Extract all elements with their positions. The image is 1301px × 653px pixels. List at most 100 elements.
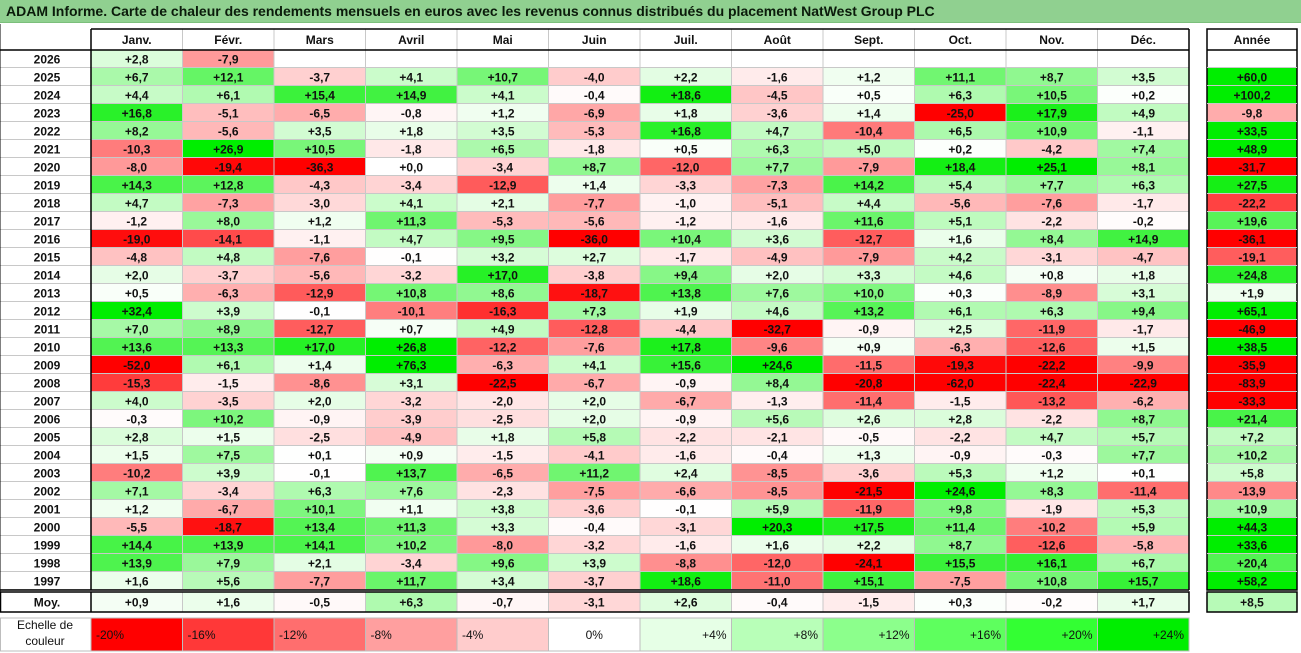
cell-value: -3,4 xyxy=(492,161,513,175)
cell-value: -18,7 xyxy=(215,521,243,535)
cell-value: -1,7 xyxy=(1133,197,1154,211)
heatmap-cell xyxy=(365,518,457,536)
heatmap-cell xyxy=(1097,446,1189,464)
cell-value: +8,6 xyxy=(491,287,515,301)
heatmap-cell xyxy=(548,410,640,428)
cell-value: -4,7 xyxy=(1133,251,1154,265)
heatmap-cell xyxy=(365,86,457,104)
scale-step-label: +4% xyxy=(702,628,727,642)
cell-value: +3,9 xyxy=(216,305,240,319)
cell-value: +8,7 xyxy=(1131,413,1155,427)
year-label: 2002 xyxy=(34,485,61,499)
heatmap-cell xyxy=(457,302,549,320)
heatmap-cell xyxy=(823,482,915,500)
heatmap-cell xyxy=(1006,428,1098,446)
year-label: 2012 xyxy=(34,305,61,319)
cell-value: -11,4 xyxy=(855,395,882,409)
heatmap-cell xyxy=(914,176,1006,194)
year-label: 2023 xyxy=(34,107,61,121)
cell-value: -2,2 xyxy=(1041,413,1062,427)
heatmap-cell xyxy=(91,446,183,464)
heatmap-cell xyxy=(640,104,732,122)
average-annual-cell xyxy=(1207,592,1297,612)
annual-cell xyxy=(1207,230,1297,248)
heatmap-cell xyxy=(1006,518,1098,536)
heatmap-cell xyxy=(1006,212,1098,230)
cell-value: -36,3 xyxy=(306,161,334,175)
average-value: +1,7 xyxy=(1131,596,1155,610)
heatmap-cell xyxy=(548,374,640,392)
cell-value: -8,6 xyxy=(309,377,330,391)
year-label: 2022 xyxy=(34,125,61,139)
heatmap-cell xyxy=(274,374,366,392)
heatmap-cell xyxy=(91,338,183,356)
heatmap-cell xyxy=(914,572,1006,590)
cell-value: +0,5 xyxy=(857,89,881,103)
heatmap-cell xyxy=(457,428,549,446)
cell-value: -10,2 xyxy=(1038,521,1066,535)
heatmap-cell xyxy=(823,356,915,374)
heatmap-cell xyxy=(1006,68,1098,86)
cell-value: -0,3 xyxy=(1041,449,1062,463)
heatmap-cell xyxy=(548,356,640,374)
heatmap-cell xyxy=(548,50,640,68)
cell-value: -5,6 xyxy=(309,269,330,283)
cell-value: -8,0 xyxy=(126,161,147,175)
heatmap-cell xyxy=(823,212,915,230)
cell-value: +13,2 xyxy=(854,305,885,319)
cell-value: +10,8 xyxy=(1037,575,1068,589)
heatmap-cell xyxy=(457,212,549,230)
cell-value: +10,4 xyxy=(671,233,702,247)
cell-value: +1,8 xyxy=(1131,269,1155,283)
cell-value: +5,0 xyxy=(857,143,881,157)
scale-swatch xyxy=(1006,618,1098,651)
cell-value: +15,5 xyxy=(945,557,976,571)
heatmap-cell xyxy=(1097,320,1189,338)
heatmap-cell xyxy=(1006,536,1098,554)
heatmap-cell xyxy=(914,86,1006,104)
cell-value: -3,1 xyxy=(1041,251,1062,265)
heatmap-cell xyxy=(91,176,183,194)
cell-value: +0,2 xyxy=(948,143,972,157)
year-label: 1999 xyxy=(34,539,61,553)
year-label: 2010 xyxy=(34,341,61,355)
cell-value: -20,8 xyxy=(855,377,883,391)
average-cell xyxy=(640,592,732,612)
average-annual-value: +8,5 xyxy=(1240,596,1264,610)
heatmap-cell xyxy=(365,410,457,428)
cell-value: +17,5 xyxy=(854,521,885,535)
heatmap-cell xyxy=(1097,482,1189,500)
heatmap-cell xyxy=(1097,410,1189,428)
cell-value: -12,8 xyxy=(581,323,609,337)
heatmap-cell xyxy=(182,266,274,284)
annual-cell xyxy=(1207,86,1297,104)
scale-label: couleur xyxy=(25,634,64,648)
scale-swatch xyxy=(1097,618,1189,651)
cell-value: -3,2 xyxy=(401,269,422,283)
annual-value: +60,0 xyxy=(1237,71,1268,85)
heatmap-cell xyxy=(274,122,366,140)
year-label: 2024 xyxy=(34,89,61,103)
cell-value: -7,3 xyxy=(767,179,788,193)
heatmap-cell xyxy=(823,266,915,284)
cell-value: -6,5 xyxy=(309,107,330,121)
cell-value: -6,9 xyxy=(584,107,605,121)
heatmap-cell xyxy=(640,158,732,176)
heatmap-cell xyxy=(914,392,1006,410)
heatmap-cell xyxy=(274,230,366,248)
heatmap-cell xyxy=(91,554,183,572)
heatmap-cell xyxy=(365,284,457,302)
heatmap-cell xyxy=(914,140,1006,158)
cell-value: -3,2 xyxy=(584,539,605,553)
cell-value: -11,4 xyxy=(1130,485,1157,499)
heatmap-cell xyxy=(365,464,457,482)
cell-value: +18,4 xyxy=(945,161,976,175)
cell-value: +1,2 xyxy=(857,71,881,85)
heatmap-cell xyxy=(731,392,823,410)
annual-value: -9,8 xyxy=(1242,107,1263,121)
heatmap-cell xyxy=(914,536,1006,554)
cell-value: +12,1 xyxy=(213,71,244,85)
cell-value: -3,9 xyxy=(401,413,422,427)
heatmap-cell xyxy=(274,356,366,374)
heatmap-cell xyxy=(823,68,915,86)
